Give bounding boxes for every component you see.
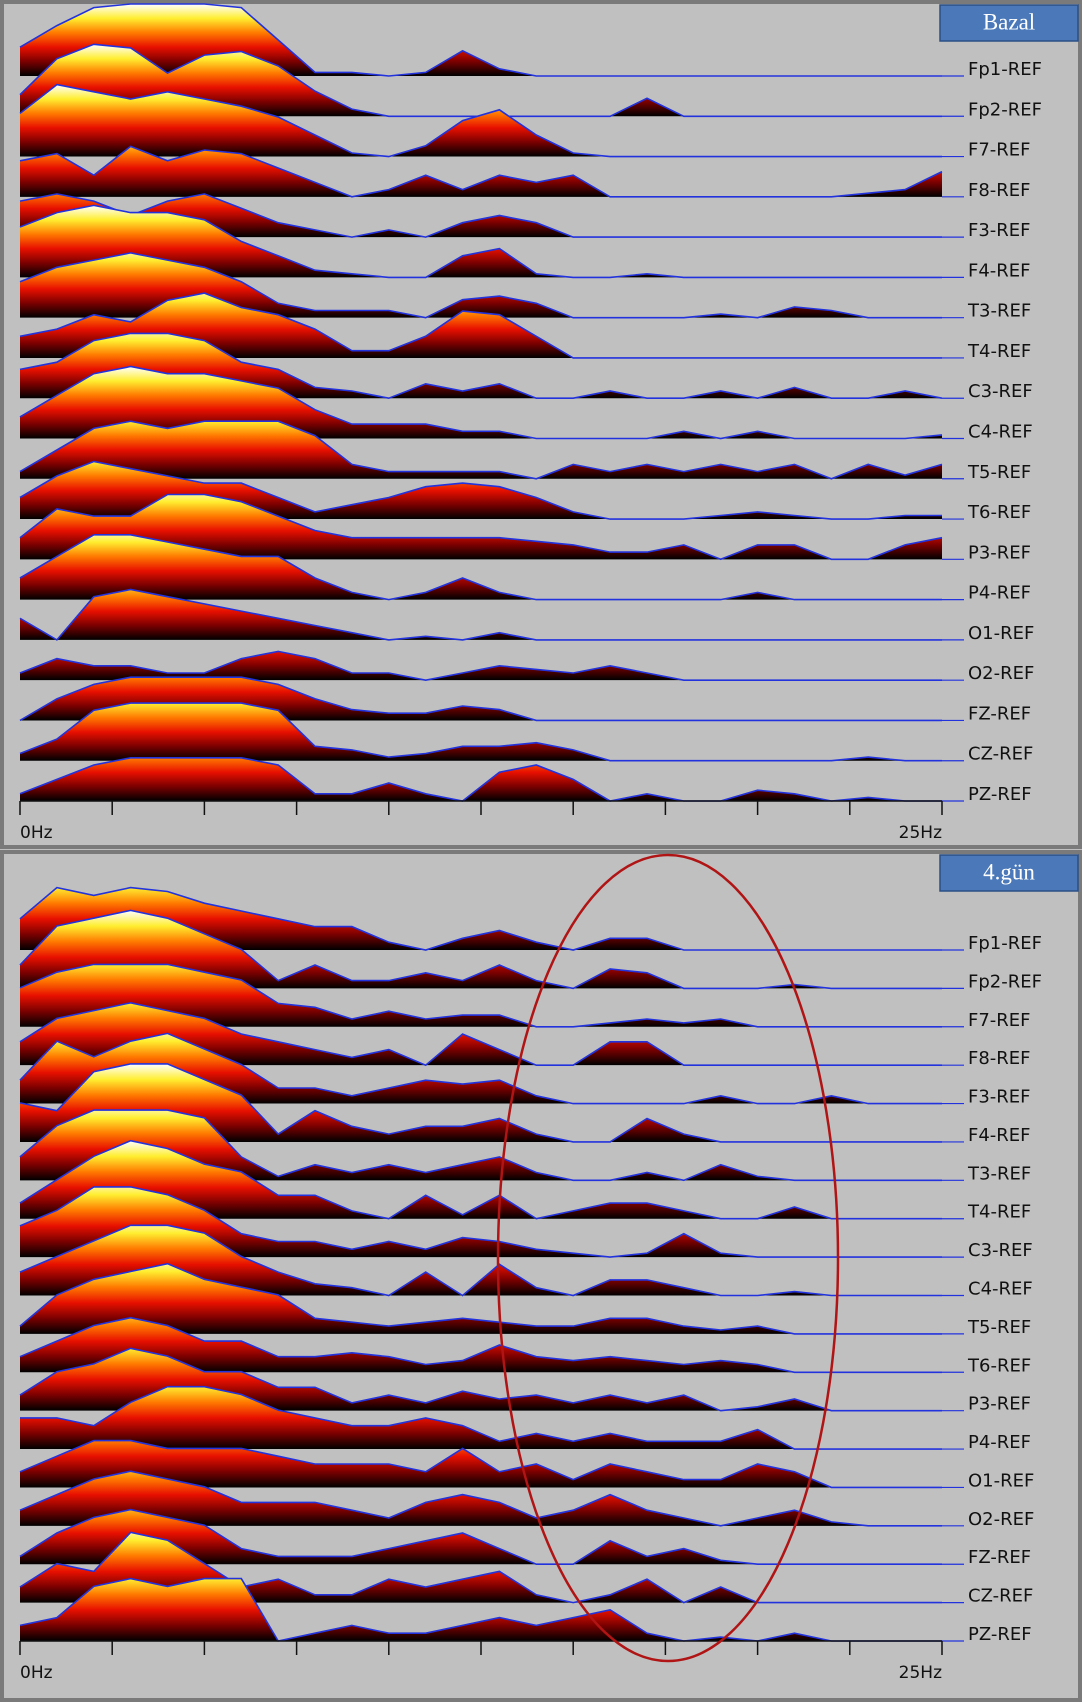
x-tick-label: 0Hz xyxy=(20,823,53,843)
channel-label: O1-REF xyxy=(968,623,1034,644)
x-tick-label: 25Hz xyxy=(899,823,942,843)
channel-label: T6-REF xyxy=(967,502,1031,523)
channel-label: Fp2-REF xyxy=(968,99,1042,120)
channel-label: T4-REF xyxy=(967,1202,1031,1223)
channel-label: PZ-REF xyxy=(968,784,1032,805)
page: {"chart_data": [ {"type": "ridgeline", "… xyxy=(0,0,1082,1702)
channel-label: C3-REF xyxy=(968,1240,1033,1261)
channel-label: F4-REF xyxy=(968,260,1031,281)
channel-label: T3-REF xyxy=(967,1163,1031,1184)
channel-label: T3-REF xyxy=(967,301,1031,322)
x-tick-label: 25Hz xyxy=(899,1663,942,1683)
channel-label: P3-REF xyxy=(968,1394,1031,1415)
channel-label: O2-REF xyxy=(968,663,1034,684)
panel-title: Bazal xyxy=(983,9,1035,34)
channel-label: O2-REF xyxy=(968,1509,1034,1530)
channel-label: PZ-REF xyxy=(968,1624,1032,1645)
channel-label: F8-REF xyxy=(968,180,1031,201)
channel-label: Fp1-REF xyxy=(968,59,1042,80)
x-tick-label: 0Hz xyxy=(20,1663,53,1683)
channel-label: F8-REF xyxy=(968,1048,1031,1069)
channel-label: Fp2-REF xyxy=(968,971,1042,992)
channel-label: F4-REF xyxy=(968,1125,1031,1146)
channel-label: C3-REF xyxy=(968,381,1033,402)
channel-label: FZ-REF xyxy=(968,1547,1031,1568)
channel-label: CZ-REF xyxy=(968,744,1033,765)
channel-label: T4-REF xyxy=(967,341,1031,362)
channel-label: Fp1-REF xyxy=(968,933,1042,954)
channel-label: P4-REF xyxy=(968,1432,1031,1453)
channel-label: F3-REF xyxy=(968,220,1031,241)
eeg-spectra: Fp1-REF Fp2-REF F7-REF F8-REF F3-REF F4-REF T3… xyxy=(0,0,1082,1702)
channel-label: P3-REF xyxy=(968,542,1031,563)
channel-label: F3-REF xyxy=(968,1087,1031,1108)
channel-label: CZ-REF xyxy=(968,1586,1033,1607)
channel-label: C4-REF xyxy=(968,422,1033,443)
panel-title: 4.gün xyxy=(983,859,1035,884)
channel-label: F7-REF xyxy=(968,140,1031,161)
channel-label: P4-REF xyxy=(968,583,1031,604)
channel-label: FZ-REF xyxy=(968,703,1031,724)
channel-label: O1-REF xyxy=(968,1470,1034,1491)
channel-label: T6-REF xyxy=(967,1355,1031,1376)
channel-label: T5-REF xyxy=(967,462,1031,483)
channel-label: C4-REF xyxy=(968,1279,1033,1300)
channel-label: F7-REF xyxy=(968,1010,1031,1031)
channel-label: T5-REF xyxy=(967,1317,1031,1338)
